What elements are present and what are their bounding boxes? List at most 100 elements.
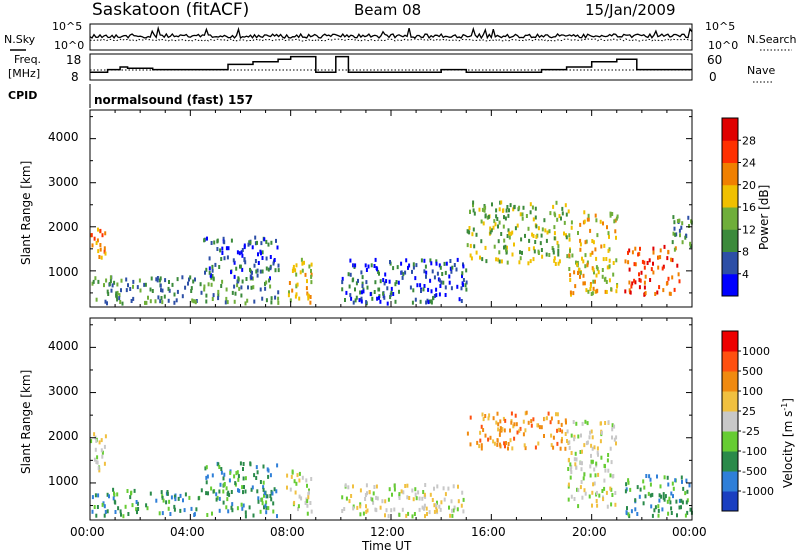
power-cell	[576, 262, 578, 267]
velocity-cell	[223, 472, 226, 477]
power-cell	[264, 286, 267, 291]
velocity-cell	[519, 426, 522, 431]
power-cell	[690, 219, 693, 224]
velocity-colorbar-label-tail: ]	[781, 398, 795, 403]
power-cell	[534, 206, 537, 211]
power-cell	[435, 261, 438, 266]
velocity-cell	[222, 500, 225, 505]
power-cell	[104, 251, 107, 256]
power-cell	[274, 295, 277, 300]
power-cell	[175, 298, 178, 303]
power-cell	[110, 288, 113, 293]
power-cell	[204, 270, 206, 275]
power-cell	[249, 274, 252, 279]
power-cell	[572, 291, 575, 296]
velocity-cell	[301, 475, 304, 480]
power-cell	[579, 242, 582, 247]
power-cell	[236, 283, 239, 288]
velocity-cell	[257, 496, 260, 501]
power-cell	[222, 236, 225, 241]
power-cell	[419, 299, 422, 304]
power-cell	[351, 278, 354, 283]
freq-label-line1: Freq.	[14, 53, 41, 66]
power-cell	[680, 225, 683, 230]
power-cell	[482, 221, 485, 226]
power-cell	[288, 290, 290, 295]
velocity-cell	[365, 504, 367, 509]
power-cell	[585, 288, 588, 293]
power-cell	[265, 280, 268, 285]
power-cell	[163, 294, 166, 299]
power-cell	[429, 278, 432, 283]
velocity-cell	[407, 511, 410, 516]
power-cell	[423, 258, 426, 263]
velocity-cell	[374, 507, 377, 512]
power-cell	[187, 281, 189, 286]
power-cell	[529, 202, 532, 207]
velocity-cell	[550, 443, 553, 448]
velocity-cell	[94, 493, 97, 498]
velocity-cell	[182, 498, 184, 503]
power-cell	[674, 232, 677, 237]
power-cell	[257, 261, 260, 265]
velocity-cell	[296, 473, 299, 478]
power-cell	[607, 248, 610, 253]
power-cell	[532, 217, 535, 222]
velocity-cell	[424, 483, 427, 487]
velocity-cell	[598, 493, 601, 498]
power-cell	[475, 250, 478, 255]
power-cell	[176, 277, 179, 282]
power-cell	[211, 274, 214, 278]
power-cell	[251, 276, 254, 281]
power-cell	[569, 278, 572, 282]
power-cell	[378, 271, 380, 276]
power-cell	[673, 247, 676, 252]
velocity-cell	[567, 482, 570, 487]
power-cell	[500, 200, 503, 205]
power-cell	[255, 269, 258, 274]
power-cell	[528, 238, 531, 243]
velocity-cell	[559, 446, 562, 451]
power-cell	[614, 218, 617, 223]
velocity-cell	[113, 491, 115, 496]
power-cell	[498, 207, 501, 212]
power-cell	[420, 258, 423, 263]
power-cell	[643, 265, 646, 270]
velocity-cell	[98, 468, 101, 473]
velocity-cell	[480, 443, 483, 448]
velocity-cell	[241, 506, 244, 511]
velocity-cell	[417, 490, 420, 495]
power-cell	[171, 282, 174, 287]
power-cell	[145, 300, 148, 305]
velocity-cell	[306, 511, 309, 516]
power-cell	[440, 280, 443, 285]
power-cell	[480, 239, 483, 244]
power-cell	[657, 265, 660, 270]
power-cell	[456, 257, 459, 262]
velocity-cell	[376, 496, 379, 501]
power-cell	[376, 296, 379, 301]
velocity-cell	[594, 473, 597, 478]
power-cell	[510, 231, 513, 236]
power-cell	[365, 268, 368, 272]
power-cell	[513, 205, 516, 210]
velocity-cell	[611, 427, 614, 432]
power-cell	[666, 256, 669, 261]
power-cell	[616, 214, 619, 219]
power-cell	[594, 247, 597, 252]
power-colorbar-swatch	[722, 118, 738, 141]
velocity-cell	[127, 512, 130, 516]
velocity-cell	[509, 438, 512, 443]
power-cell	[483, 208, 486, 213]
velocity-cell	[686, 489, 689, 494]
power-cell	[582, 273, 585, 278]
velocity-cell	[545, 416, 548, 421]
power-cell	[578, 267, 581, 272]
power-cell	[552, 250, 555, 255]
power-cell	[121, 301, 124, 306]
power-cell	[212, 293, 215, 298]
freq-left-tick-top: 18	[66, 53, 81, 67]
velocity-cell	[384, 513, 386, 518]
power-cell	[253, 263, 256, 268]
velocity-cell	[479, 430, 482, 435]
